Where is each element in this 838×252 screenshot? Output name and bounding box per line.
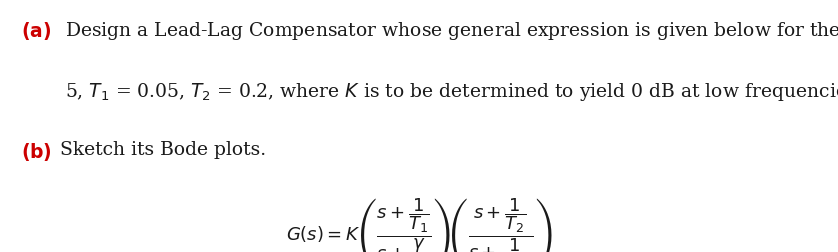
Text: $\mathbf{(a)}$: $\mathbf{(a)}$	[21, 20, 51, 42]
Text: $G(s) = K\left(\dfrac{s+\dfrac{1}{T_1}}{s+\dfrac{\gamma}{T_1}}\right)\!\left(\df: $G(s) = K\left(\dfrac{s+\dfrac{1}{T_1}}{…	[286, 197, 552, 252]
Text: Design a Lead-Lag Compensator whose general expression is given below for the pa: Design a Lead-Lag Compensator whose gene…	[65, 20, 838, 42]
Text: Sketch its Bode plots.: Sketch its Bode plots.	[60, 141, 266, 159]
Text: $\mathbf{(b)}$: $\mathbf{(b)}$	[21, 141, 52, 163]
Text: 5, $T_1$ = 0.05, $T_2$ = 0.2, where $K$ is to be determined to yield 0 dB at low: 5, $T_1$ = 0.05, $T_2$ = 0.2, where $K$ …	[65, 81, 838, 103]
